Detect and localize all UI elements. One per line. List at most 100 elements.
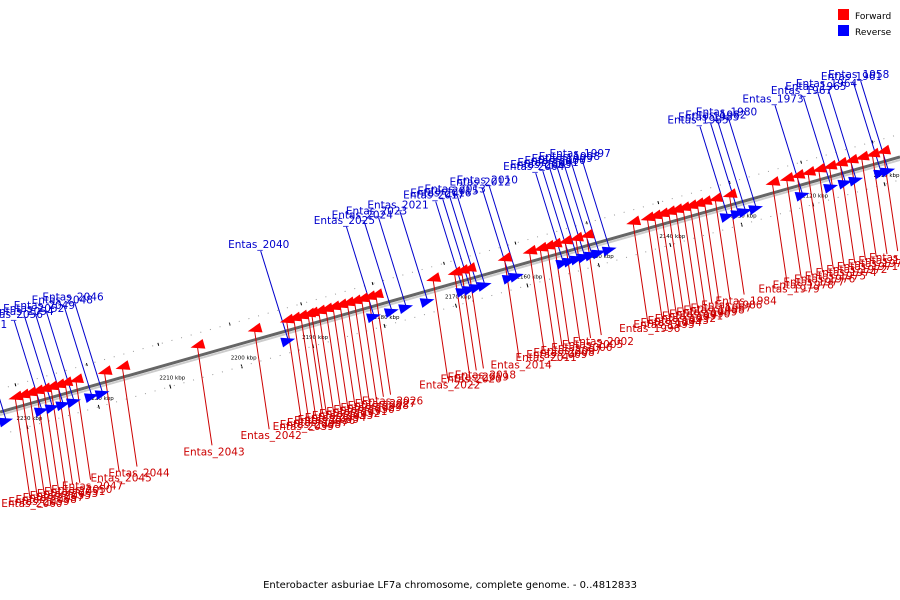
gene-label: Entas_1990 xyxy=(669,309,730,321)
tick-label: 2160 kbp xyxy=(516,274,542,280)
label-connector xyxy=(653,216,670,316)
gene-arrow xyxy=(626,215,642,226)
label-connector xyxy=(828,166,845,267)
gene-arrow xyxy=(865,147,881,158)
gene-arrow xyxy=(748,205,764,215)
gene-arrow xyxy=(876,144,892,155)
gene-label: Entas_2043 xyxy=(183,446,244,458)
label-connector xyxy=(74,303,104,394)
label-connector xyxy=(528,251,545,352)
gene-label: Entas_1967 xyxy=(771,85,832,97)
gene-label: Entas_2001 xyxy=(517,157,578,169)
gene-label: Entas_1985 xyxy=(667,115,728,127)
gene-arrow xyxy=(455,288,471,298)
gene-label: Entas_2030 xyxy=(333,404,394,416)
gene-arrow xyxy=(558,234,574,245)
label-connector xyxy=(586,235,602,336)
gene-label: Entas_2007 xyxy=(540,345,601,357)
label-connector xyxy=(807,172,824,273)
label-connector xyxy=(260,250,289,341)
tick-label: 2230 kbp xyxy=(16,416,42,422)
gene-label: Entas_2020 xyxy=(440,373,501,385)
gene-label: Entas_1992 xyxy=(655,313,716,325)
axis-shadow xyxy=(0,159,900,416)
label-connector xyxy=(57,385,74,485)
gene-label: Entas_1974 xyxy=(815,267,877,279)
tick-mark xyxy=(300,302,303,306)
label-connector xyxy=(75,380,92,480)
gene-label: Entas_2054 xyxy=(0,306,54,318)
gene-label: Entas_2029 xyxy=(340,402,401,414)
label-connector xyxy=(539,248,556,349)
gene-label: Entas_1994 xyxy=(640,317,702,329)
gene-labels: Entas_1958Entas_1961Entas_1964Entas_1965… xyxy=(0,69,900,510)
label-connector xyxy=(570,162,600,253)
tick-mark xyxy=(883,182,886,187)
gene-arrow xyxy=(462,286,478,296)
tick-label: 2220 kbp xyxy=(88,396,114,402)
gene-label: Entas_2000 xyxy=(524,155,585,167)
label-connector xyxy=(346,303,363,403)
gene-arrow xyxy=(737,208,753,218)
tick-mark xyxy=(800,160,803,164)
tick-mark xyxy=(85,362,88,367)
legend-reverse-swatch xyxy=(838,25,849,36)
gene-label: Entas_2018 xyxy=(455,369,516,381)
gene-arrow xyxy=(591,249,606,260)
gene-label: Entas_1995 xyxy=(633,319,694,331)
gene-arrow xyxy=(94,390,110,401)
gene-label: Entas_2006 xyxy=(551,342,613,354)
gene-arrow xyxy=(469,284,485,294)
label-connector xyxy=(363,221,393,312)
label-connector xyxy=(503,258,520,359)
gene-arrow xyxy=(366,313,381,324)
label-connector xyxy=(803,97,832,188)
gene-arrow xyxy=(708,192,724,202)
label-connector xyxy=(696,203,713,304)
gene-label: Entas_2061 xyxy=(0,319,7,331)
gene-label: Entas_2015 xyxy=(417,185,478,197)
gene-label: Entas_2040 xyxy=(228,239,289,251)
map-caption: Enterobacter asburiae LF7a chromosome, c… xyxy=(263,580,637,591)
tick-label: 2150 kbp xyxy=(588,254,614,260)
label-connector xyxy=(325,309,342,409)
label-connector xyxy=(50,387,67,487)
label-connector xyxy=(632,222,649,322)
gene-arrow xyxy=(880,167,896,178)
gene-label: Entas_1989 xyxy=(676,307,737,319)
gene-arrow xyxy=(247,322,263,333)
gene-arrow xyxy=(569,231,584,242)
gene-label: Entas_2008 xyxy=(533,347,594,359)
label-connector xyxy=(699,126,729,217)
gene-label: Entas_1966 xyxy=(869,252,900,264)
gene-arrow xyxy=(33,407,49,418)
gene-label: Entas_2038 xyxy=(280,419,341,431)
gene-arrow xyxy=(576,253,592,264)
gene-label: Entas_2010 xyxy=(457,174,518,186)
gene-label: Entas_2009 xyxy=(526,349,587,361)
tick-mark xyxy=(371,281,374,286)
gene-label: Entas_2052 xyxy=(3,303,64,315)
gene-label: Entas_1972 xyxy=(826,264,887,276)
gene-label: Entas_2051 xyxy=(44,486,105,498)
gene-label: Entas_2059 xyxy=(8,496,69,508)
gene-label: Entas_2005 xyxy=(562,339,623,351)
label-connector xyxy=(786,178,802,279)
gene-label: Entas_1958 xyxy=(828,69,889,81)
gene-arrow xyxy=(583,251,599,262)
gene-label: Entas_2037 xyxy=(287,417,348,429)
gene-arrow xyxy=(765,176,781,186)
gene-label: Entas_1978 xyxy=(773,279,834,291)
gene-arrow xyxy=(115,360,131,370)
label-connector xyxy=(710,123,739,214)
tick-mark xyxy=(97,404,100,409)
gene-label: Entas_2055 xyxy=(30,490,91,502)
label-connector xyxy=(375,295,392,395)
gene-arrow xyxy=(0,417,14,428)
gene-label: Entas_1982 xyxy=(685,110,746,122)
gene-label: Entas_2050 xyxy=(51,484,112,496)
label-connector xyxy=(661,214,677,314)
label-connector xyxy=(253,329,270,430)
label-connector xyxy=(318,311,334,412)
